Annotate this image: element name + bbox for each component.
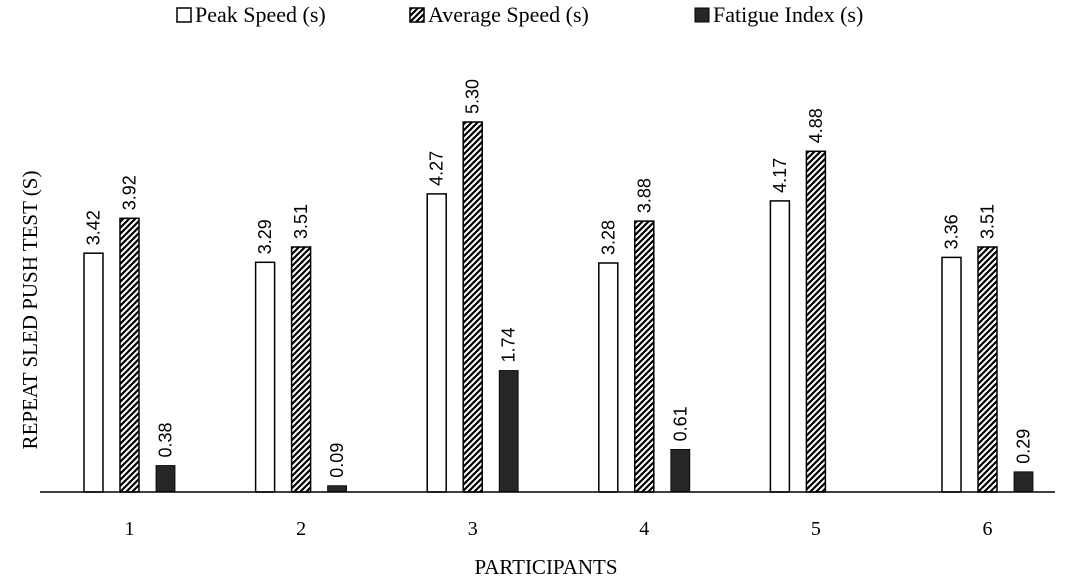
- bar-peak-speed-5: [769, 200, 791, 493]
- x-tick-label-4: 4: [639, 518, 649, 540]
- legend-swatch-average-speed: [409, 7, 425, 23]
- bar-fatigue-index-2: [327, 485, 348, 493]
- bar-peak-speed-1: [83, 252, 104, 493]
- data-label-peak-speed-5: 4.17: [770, 158, 790, 193]
- x-tick-label-3: 3: [468, 518, 478, 540]
- y-axis-title: REPEAT SLED PUSH TEST (S): [18, 171, 42, 450]
- bar-average-speed-3: [462, 121, 483, 493]
- x-tick-label-5: 5: [811, 518, 821, 540]
- legend: Peak Speed (s) Average Speed (s) Fatigue…: [176, 2, 863, 27]
- data-label-fatigue-index-2: 0.09: [327, 443, 347, 478]
- legend-item-average-speed: Average Speed (s): [409, 2, 589, 27]
- bar-average-speed-2: [290, 246, 312, 493]
- data-label-average-speed-2: 3.51: [291, 204, 311, 239]
- bar-average-speed-4: [634, 220, 655, 493]
- data-label-average-speed-3: 5.30: [463, 79, 483, 114]
- data-label-fatigue-index-6: 0.29: [1014, 429, 1034, 464]
- bar-average-speed-1: [119, 217, 140, 493]
- bar-peak-speed-4: [598, 262, 619, 493]
- legend-swatch-fatigue-index: [694, 7, 710, 23]
- data-label-peak-speed-2: 3.29: [255, 219, 275, 254]
- bar-average-speed-5: [805, 150, 827, 493]
- data-label-average-speed-4: 3.88: [634, 178, 654, 213]
- legend-label-fatigue-index: Fatigue Index (s): [713, 2, 863, 27]
- legend-item-peak-speed: Peak Speed (s): [176, 2, 326, 27]
- x-tick-label-1: 1: [125, 518, 135, 540]
- bar-fatigue-index-6: [1013, 471, 1034, 493]
- plot-area: 3.42 3.92 0.38 1 3.29 3.51 0.09 2 4.27 5.30 1.74 3 3…: [83, 79, 1034, 540]
- bar-peak-speed-3: [426, 193, 447, 493]
- bar-peak-speed-6: [941, 256, 962, 493]
- x-tick-label-2: 2: [296, 518, 306, 540]
- data-label-peak-speed-3: 4.27: [427, 151, 447, 186]
- bar-fatigue-index-4: [670, 448, 691, 493]
- legend-item-fatigue-index: Fatigue Index (s): [694, 2, 863, 27]
- data-label-average-speed-1: 3.92: [120, 175, 140, 210]
- data-label-average-speed-6: 3.51: [978, 204, 998, 239]
- legend-label-peak-speed: Peak Speed (s): [195, 2, 326, 27]
- x-tick-label-6: 6: [983, 518, 993, 540]
- bar-peak-speed-2: [254, 261, 276, 493]
- data-label-fatigue-index-1: 0.38: [156, 422, 176, 457]
- data-label-average-speed-5: 4.88: [806, 108, 826, 143]
- legend-swatch-peak-speed: [176, 7, 192, 23]
- data-label-peak-speed-1: 3.42: [84, 210, 104, 245]
- legend-label-average-speed: Average Speed (s): [428, 2, 589, 27]
- data-label-fatigue-index-3: 1.74: [499, 327, 519, 362]
- data-label-peak-speed-6: 3.36: [942, 214, 962, 249]
- bar-fatigue-index-1: [155, 465, 176, 493]
- x-axis-title: PARTICIPANTS: [474, 555, 617, 579]
- bar-fatigue-index-3: [498, 370, 519, 493]
- data-label-peak-speed-4: 3.28: [598, 220, 618, 255]
- data-label-fatigue-index-4: 0.61: [670, 406, 690, 441]
- bar-average-speed-6: [977, 246, 998, 493]
